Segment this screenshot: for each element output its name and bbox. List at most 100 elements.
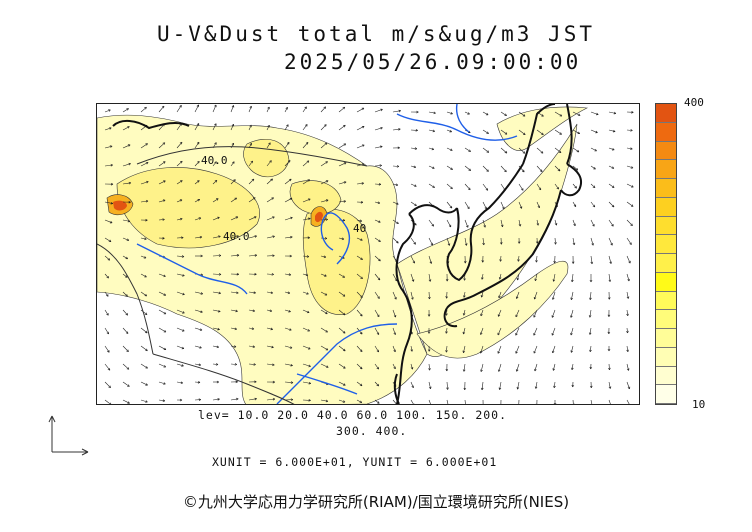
wind-arrow-head bbox=[144, 237, 147, 240]
wind-arrow-head bbox=[180, 217, 183, 219]
wind-arrow-head bbox=[251, 178, 254, 180]
wind-arrow-head bbox=[362, 126, 365, 129]
wind-arrow bbox=[446, 183, 453, 190]
contour-label-1: 40.0 bbox=[201, 154, 228, 167]
wind-arrow bbox=[284, 381, 294, 383]
wind-arrow bbox=[140, 309, 148, 315]
wind-arrow bbox=[608, 183, 615, 188]
wind-arrow-head bbox=[537, 403, 538, 404]
wind-arrow bbox=[374, 127, 383, 131]
wind-arrow-head bbox=[449, 206, 453, 209]
wind-arrow-head bbox=[626, 349, 629, 352]
wind-arrow-head bbox=[305, 275, 308, 277]
wind-arrow-head bbox=[198, 398, 201, 400]
wind-arrow-head bbox=[110, 145, 113, 148]
wind-arrow bbox=[248, 254, 257, 257]
wind-arrow-head bbox=[517, 259, 519, 262]
wind-arrow-head bbox=[360, 238, 363, 241]
wind-arrow-head bbox=[577, 149, 580, 153]
wind-arrow bbox=[392, 345, 396, 353]
wind-arrow bbox=[590, 237, 594, 246]
wind-arrow-head bbox=[572, 403, 573, 404]
wind-arrow-head bbox=[307, 310, 310, 313]
wind-arrow bbox=[392, 165, 399, 167]
wind-arrow bbox=[104, 145, 113, 149]
wind-arrow bbox=[302, 218, 311, 221]
wind-arrow-head bbox=[429, 368, 431, 371]
border-mongolia bbox=[136, 146, 368, 167]
colorbar-band bbox=[656, 366, 676, 386]
wind-arrow-head bbox=[429, 296, 431, 300]
wind-arrow-head bbox=[272, 236, 275, 239]
wind-arrow-head bbox=[162, 199, 166, 201]
wind-arrow-head bbox=[498, 296, 501, 299]
copyright-notice: ©九州大学応用力学研究所(RIAM)/国立環境研究所(NIES) bbox=[182, 493, 570, 511]
wind-arrow-head bbox=[589, 349, 591, 352]
wind-arrow-head bbox=[515, 351, 518, 354]
wind-arrow bbox=[480, 327, 484, 335]
wind-arrow bbox=[248, 345, 255, 348]
wind-arrow-head bbox=[197, 382, 201, 384]
wind-arrow-head bbox=[480, 369, 482, 372]
wind-arrow-head bbox=[414, 147, 418, 150]
wind-arrow-head bbox=[480, 314, 483, 317]
wind-arrow bbox=[176, 309, 185, 314]
wind-arrow bbox=[500, 165, 507, 173]
wind-arrow-head bbox=[182, 329, 185, 332]
wind-arrow bbox=[482, 147, 489, 153]
wind-arrow-head bbox=[253, 291, 256, 294]
wind-arrow-head bbox=[254, 254, 257, 256]
wind-arrow-head bbox=[627, 313, 629, 316]
wind-arrow-head bbox=[630, 129, 633, 131]
wind-arrow-head bbox=[107, 369, 111, 371]
wind-arrow bbox=[464, 165, 471, 171]
wind-arrow-head bbox=[146, 383, 148, 386]
wind-arrow-head bbox=[431, 225, 434, 227]
map-title: U-V&Dust total m/s&ug/m3 JST bbox=[156, 22, 595, 46]
wind-arrow bbox=[122, 108, 129, 113]
wind-arrow bbox=[320, 345, 329, 351]
wind-arrow-head bbox=[571, 297, 574, 300]
wind-arrow bbox=[122, 255, 128, 260]
wind-arrow-head bbox=[234, 179, 236, 182]
wind-arrow-head bbox=[592, 224, 595, 227]
wind-arrow-head bbox=[429, 261, 432, 264]
wind-arrow bbox=[122, 163, 131, 167]
wind-arrow-head bbox=[518, 259, 520, 262]
wind-arrow bbox=[500, 111, 507, 116]
wind-arrow bbox=[212, 363, 219, 365]
wind-arrow-head bbox=[574, 187, 577, 189]
wind-arrow-head bbox=[559, 150, 562, 153]
wind-arrow-head bbox=[396, 166, 400, 168]
wind-arrow-head bbox=[146, 348, 148, 351]
wind-arrow bbox=[212, 309, 221, 312]
wind-arrow-head bbox=[125, 295, 128, 297]
wind-arrow-head bbox=[428, 314, 431, 317]
wind-arrow-head bbox=[161, 105, 165, 108]
wind-arrow-head bbox=[196, 141, 200, 144]
wind-arrow bbox=[516, 291, 520, 299]
wind-arrow bbox=[571, 273, 574, 282]
wind-arrow bbox=[176, 327, 185, 332]
wind-arrow bbox=[374, 255, 381, 262]
wind-arrow bbox=[212, 198, 219, 203]
wind-arrow-head bbox=[393, 315, 396, 318]
wind-arrow-head bbox=[591, 385, 593, 389]
wind-arrow bbox=[122, 273, 128, 278]
wind-arrow bbox=[284, 197, 293, 203]
wind-arrow-head bbox=[145, 312, 148, 315]
wind-arrow bbox=[410, 165, 416, 168]
wind-arrow bbox=[374, 219, 381, 223]
wind-arrow-head bbox=[589, 349, 592, 352]
wind-arrow-head bbox=[412, 367, 414, 370]
wind-arrow-head bbox=[360, 296, 363, 298]
wind-arrow bbox=[248, 124, 252, 131]
wind-arrow-head bbox=[343, 107, 346, 110]
wind-arrow bbox=[552, 291, 556, 300]
wind-arrow-head bbox=[272, 197, 274, 200]
wind-arrow bbox=[572, 219, 576, 227]
wind-arrow-head bbox=[464, 387, 467, 391]
wind-arrow-head bbox=[555, 402, 557, 404]
wind-arrow-head bbox=[269, 160, 272, 162]
wind-arrow bbox=[410, 183, 417, 187]
